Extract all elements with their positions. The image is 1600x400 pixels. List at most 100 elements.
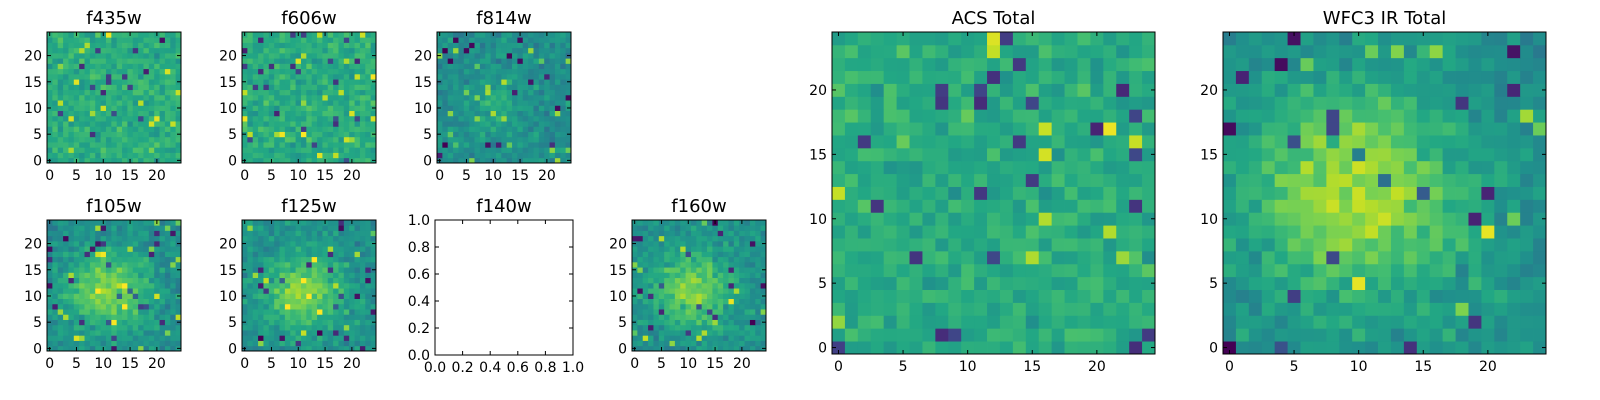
heatmap-cell: [359, 131, 366, 138]
heatmap-cell: [637, 282, 644, 289]
heatmap-cell: [116, 47, 123, 54]
heatmap-cell: [501, 105, 508, 111]
heatmap-cell: [242, 63, 248, 70]
heatmap-cell: [549, 58, 556, 64]
heatmap-cell: [948, 315, 962, 329]
heatmap-cell: [365, 115, 372, 122]
heatmap-cell: [306, 330, 313, 336]
heatmap-cell: [680, 277, 686, 284]
heatmap-cell: [359, 136, 366, 143]
heatmap-cell: [664, 246, 670, 252]
heatmap-cell: [723, 314, 729, 320]
heatmap-cell: [755, 293, 762, 299]
heatmap-cell: [653, 282, 660, 289]
heatmap-cell: [664, 324, 670, 331]
heatmap-cell: [263, 261, 270, 268]
heatmap-cell: [1142, 289, 1156, 303]
heatmap-cell: [1313, 250, 1327, 265]
heatmap-cell: [354, 52, 361, 59]
heatmap-cell: [1235, 186, 1250, 200]
heatmap-cell: [1038, 57, 1053, 72]
heatmap-cell: [896, 276, 910, 290]
heatmap-cell: [47, 42, 53, 49]
heatmap-cell: [263, 110, 270, 117]
heatmap-cell: [1455, 238, 1469, 252]
heatmap-cell: [268, 110, 275, 117]
heatmap-cell: [1235, 238, 1250, 252]
heatmap-cell: [1038, 83, 1053, 97]
heatmap-cell: [127, 330, 134, 336]
heatmap-cell: [263, 345, 270, 352]
heatmap-cell: [533, 131, 540, 138]
heatmap-cell: [501, 110, 508, 117]
heatmap-cell: [723, 330, 729, 336]
heatmap-cell: [295, 73, 302, 80]
heatmap-cell: [458, 105, 465, 111]
heatmap-cell: [274, 47, 280, 54]
heatmap-cell: [132, 261, 139, 268]
heatmap-cell: [343, 115, 350, 122]
heatmap-cell: [284, 240, 291, 247]
heatmap-cell: [274, 303, 280, 310]
heatmap-cell: [258, 303, 264, 310]
heatmap-cell: [89, 267, 96, 273]
heatmap-cell: [1051, 109, 1065, 123]
heatmap-cell: [252, 261, 259, 268]
heatmap-cell: [68, 246, 75, 252]
heatmap-cell: [317, 330, 323, 336]
heatmap-cell: [63, 277, 69, 284]
heatmap-cell: [52, 105, 59, 111]
heatmap-cell: [175, 230, 182, 237]
heatmap-cell: [100, 115, 107, 122]
heatmap-cell: [658, 230, 665, 237]
heatmap-cell: [159, 157, 166, 164]
y-tick-label: 5: [818, 276, 827, 292]
heatmap-cell: [1326, 302, 1340, 316]
heatmap-cell: [263, 131, 270, 138]
heatmap-cell: [57, 142, 64, 148]
heatmap-cell: [95, 131, 101, 138]
heatmap-cell: [522, 131, 529, 138]
heatmap-cell: [63, 84, 69, 91]
heatmap-cell: [252, 319, 259, 326]
heatmap-cell: [306, 220, 313, 226]
heatmap-cell: [359, 52, 366, 59]
heatmap-cell: [832, 147, 846, 162]
heatmap-cell: [495, 73, 502, 80]
heatmap-cell: [1313, 315, 1327, 329]
heatmap-cell: [701, 272, 708, 279]
heatmap-cell: [987, 96, 1001, 110]
heatmap-cell: [247, 309, 254, 315]
heatmap-cell: [1507, 341, 1521, 355]
heatmap-cell: [1051, 328, 1065, 342]
heatmap-cell: [143, 142, 150, 148]
heatmap-cell: [1103, 289, 1117, 303]
heatmap-cell: [300, 73, 307, 80]
heatmap-cell: [1129, 238, 1143, 252]
heatmap-cell: [52, 142, 59, 148]
heatmap-cell: [437, 37, 443, 43]
heatmap-cell: [127, 288, 134, 294]
heatmap-cell: [974, 109, 988, 123]
heatmap-cell: [57, 345, 64, 352]
heatmap-cell: [47, 68, 53, 75]
heatmap-cell: [154, 100, 160, 106]
heatmap-cell: [317, 235, 323, 242]
heatmap-cell: [333, 58, 339, 64]
heatmap-cell: [311, 293, 318, 299]
heatmap-cell: [1261, 315, 1276, 329]
heatmap-cell: [490, 84, 497, 91]
y-tick-label: 20: [219, 237, 237, 253]
heatmap-cell: [522, 105, 529, 111]
heatmap-cell: [512, 47, 518, 54]
heatmap-cell: [1012, 96, 1027, 110]
heatmap-cell: [116, 126, 123, 132]
heatmap-cell: [533, 63, 540, 70]
heatmap-cell: [170, 121, 177, 127]
heatmap-cell: [95, 261, 101, 268]
heatmap-cell: [680, 246, 686, 252]
heatmap-cell: [89, 256, 96, 263]
heatmap-cell: [338, 52, 345, 59]
heatmap-cell: [73, 324, 80, 331]
heatmap-cell: [458, 157, 465, 164]
